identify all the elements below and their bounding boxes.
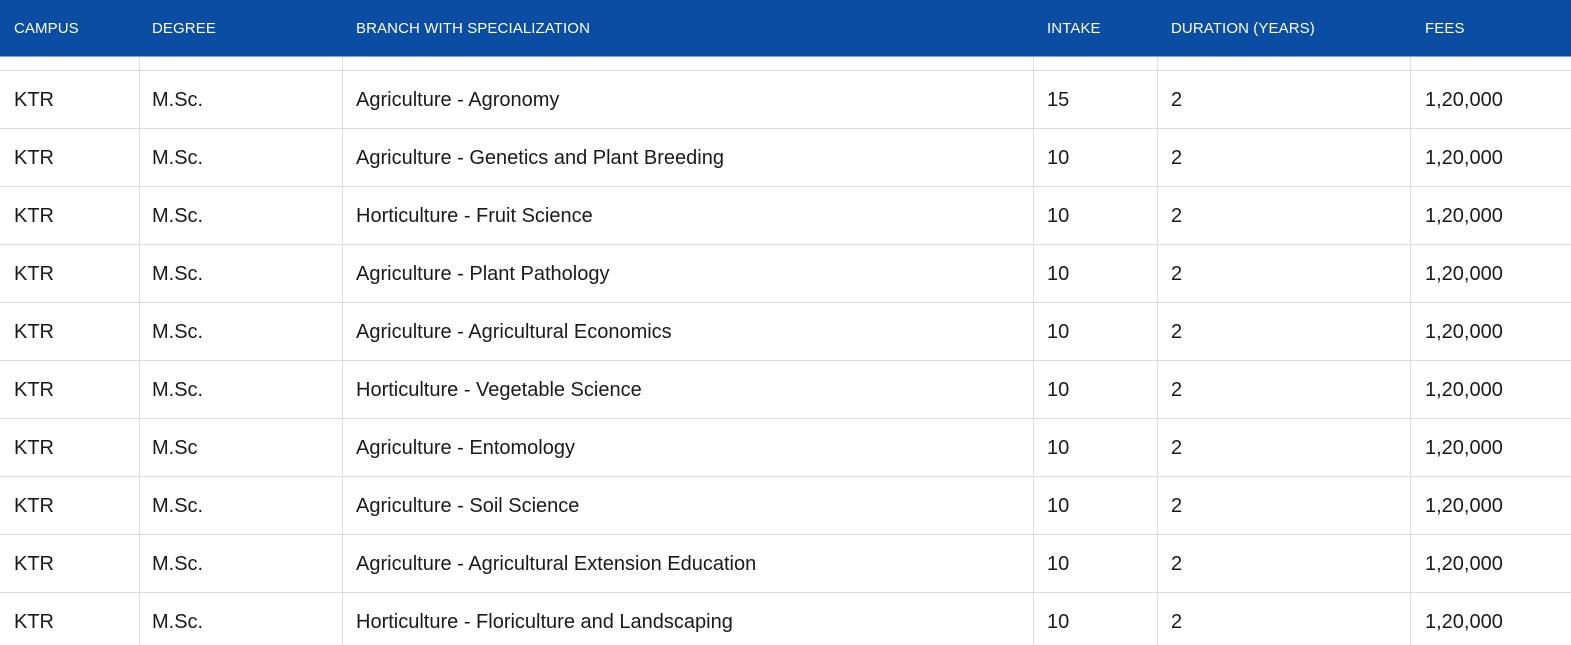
cell-duration: 2: [1171, 379, 1183, 401]
cell-fees: 1,20,000: [1425, 379, 1503, 401]
cell-branch: Horticulture - Fruit Science: [356, 205, 593, 227]
cell-intake: 10: [1047, 321, 1070, 343]
cell-intake: 10: [1047, 495, 1070, 517]
cell-fees: 1,20,000: [1425, 611, 1503, 633]
cell-branch: Agriculture - Genetics and Plant Breedin…: [356, 147, 724, 169]
cell-fees: 1,20,000: [1425, 89, 1503, 111]
cell-duration: 2: [1171, 89, 1183, 111]
table-row: KTR M.Sc. Agriculture - Agricultural Econo…: [0, 303, 1571, 361]
cell-degree: M.Sc.: [152, 379, 204, 401]
table-row: KTR M.Sc. Agriculture - Plant Pathology 10 2…: [0, 245, 1571, 303]
cell-degree: M.Sc.: [152, 495, 204, 517]
table-row: KTR M.Sc. Horticulture - Fruit Science 10 2 1…: [0, 187, 1571, 245]
header-intake: INTAKE: [1047, 20, 1101, 37]
cell-intake: 10: [1047, 263, 1070, 285]
cell-branch: Agriculture - Entomology: [356, 437, 575, 459]
cell-branch: Agriculture - Agricultural Economics: [356, 321, 672, 343]
cell-duration: 2: [1171, 321, 1183, 343]
cell-degree: M.Sc.: [152, 89, 204, 111]
cell-duration: 2: [1171, 553, 1183, 575]
cell-intake: 10: [1047, 379, 1070, 401]
cell-duration: 2: [1171, 205, 1183, 227]
cell-branch: Agriculture - Agricultural Extension Edu…: [356, 553, 757, 575]
cell-intake: 15: [1047, 89, 1070, 111]
cell-fees: 1,20,000: [1425, 437, 1503, 459]
cell-intake: 10: [1047, 205, 1070, 227]
table-row: KTR M.Sc. Horticulture - Floriculture and …: [0, 593, 1571, 645]
table-header: CAMPUS DEGREE BRANCH WITH SPECIALIZATION…: [0, 0, 1571, 57]
cell-duration: 2: [1171, 495, 1183, 517]
cell-campus: KTR: [14, 147, 54, 169]
header-fees: FEES: [1425, 20, 1465, 37]
cell-duration: 2: [1171, 147, 1183, 169]
column-divider: [139, 57, 140, 645]
table-row: KTR M.Sc Agriculture - Entomology 10 2 1,20,0…: [0, 419, 1571, 477]
cell-degree: M.Sc.: [152, 321, 204, 343]
cell-campus: KTR: [14, 379, 54, 401]
cell-fees: 1,20,000: [1425, 321, 1503, 343]
cell-intake: 10: [1047, 437, 1070, 459]
cell-branch: Horticulture - Vegetable Science: [356, 379, 642, 401]
cell-campus: KTR: [14, 205, 54, 227]
table-row: KTR M.Sc. Agriculture - Soil Science 10 2 1,2…: [0, 477, 1571, 535]
table-row: KTR M.Sc. Agriculture - Agronomy 15 2 1,20,00…: [0, 71, 1571, 129]
table-row: KTR M.Sc. Agriculture - Genetics and Plant…: [0, 129, 1571, 187]
cell-degree: M.Sc.: [152, 147, 204, 169]
cell-duration: 2: [1171, 611, 1183, 633]
table-body: KTR M.Sc. Agriculture - Agronomy 15 2 1,20,00…: [0, 71, 1571, 645]
cell-branch: Agriculture - Soil Science: [356, 495, 580, 517]
column-divider: [1410, 57, 1411, 645]
header-branch: BRANCH WITH SPECIALIZATION: [356, 20, 591, 37]
cell-degree: M.Sc.: [152, 553, 204, 575]
cell-fees: 1,20,000: [1425, 205, 1503, 227]
cell-fees: 1,20,000: [1425, 495, 1503, 517]
header-degree: DEGREE: [152, 20, 216, 37]
cell-campus: KTR: [14, 437, 54, 459]
cell-branch: Agriculture - Plant Pathology: [356, 263, 610, 285]
cell-intake: 10: [1047, 611, 1070, 633]
table-row: KTR M.Sc. Horticulture - Vegetable Science…: [0, 361, 1571, 419]
cell-degree: M.Sc: [152, 437, 198, 459]
cell-campus: KTR: [14, 611, 54, 633]
cell-duration: 2: [1171, 263, 1183, 285]
cell-campus: KTR: [14, 263, 54, 285]
cell-degree: M.Sc.: [152, 611, 204, 633]
column-divider: [1157, 57, 1158, 645]
cell-branch: Agriculture - Agronomy: [356, 89, 560, 111]
header-campus: CAMPUS: [14, 20, 79, 37]
table-row: KTR M.Sc. Agriculture - Agricultural Exten…: [0, 535, 1571, 593]
cell-campus: KTR: [14, 89, 54, 111]
cell-intake: 10: [1047, 147, 1070, 169]
header-duration: DURATION (YEARS): [1171, 20, 1315, 37]
column-divider: [1033, 57, 1034, 645]
column-divider: [342, 57, 343, 645]
cell-intake: 10: [1047, 553, 1070, 575]
cell-duration: 2: [1171, 437, 1183, 459]
cell-campus: KTR: [14, 553, 54, 575]
cell-fees: 1,20,000: [1425, 263, 1503, 285]
cell-fees: 1,20,000: [1425, 553, 1503, 575]
cell-branch: Horticulture - Floriculture and Landscap…: [356, 611, 733, 633]
cell-fees: 1,20,000: [1425, 147, 1503, 169]
table-top-spacer: [0, 57, 1571, 71]
cell-campus: KTR: [14, 495, 54, 517]
cell-degree: M.Sc.: [152, 263, 204, 285]
cell-campus: KTR: [14, 321, 54, 343]
cell-degree: M.Sc.: [152, 205, 204, 227]
